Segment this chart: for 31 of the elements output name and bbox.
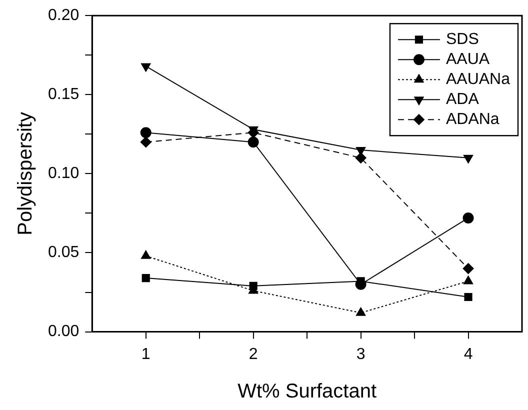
point [141, 250, 151, 259]
point [462, 212, 474, 224]
y-tick-label: 0.15 [48, 86, 80, 104]
y-tick-label: 0.05 [48, 244, 80, 262]
point [140, 127, 152, 138]
point [142, 274, 150, 282]
point [356, 307, 366, 316]
y-tick-label: 0.00 [48, 323, 80, 340]
point [464, 292, 472, 302]
y-axis-title: Polydispersity [14, 112, 37, 236]
x-tick-label: 4 [464, 346, 473, 363]
point [356, 146, 366, 156]
legend-label: ADA [446, 91, 480, 108]
y-tick-label: 0.10 [48, 165, 80, 182]
point [248, 136, 259, 148]
point [140, 136, 152, 148]
x-tick-label: 1 [141, 346, 150, 363]
x-axis-title: Wt% Surfactant [238, 380, 377, 403]
point [463, 154, 474, 164]
legend-label: SDS [446, 31, 479, 48]
point [141, 63, 151, 72]
point [463, 276, 474, 284]
y-tick-label: 0.20 [48, 7, 80, 24]
point [462, 263, 474, 274]
legend-label: AAUANa [446, 71, 510, 88]
point [355, 152, 366, 164]
x-tick-label: 3 [356, 346, 366, 363]
x-tick-label: 2 [248, 346, 258, 363]
point [249, 282, 258, 290]
legend-label: AAUA [446, 51, 490, 68]
legend-label: ADANa [446, 111, 500, 128]
